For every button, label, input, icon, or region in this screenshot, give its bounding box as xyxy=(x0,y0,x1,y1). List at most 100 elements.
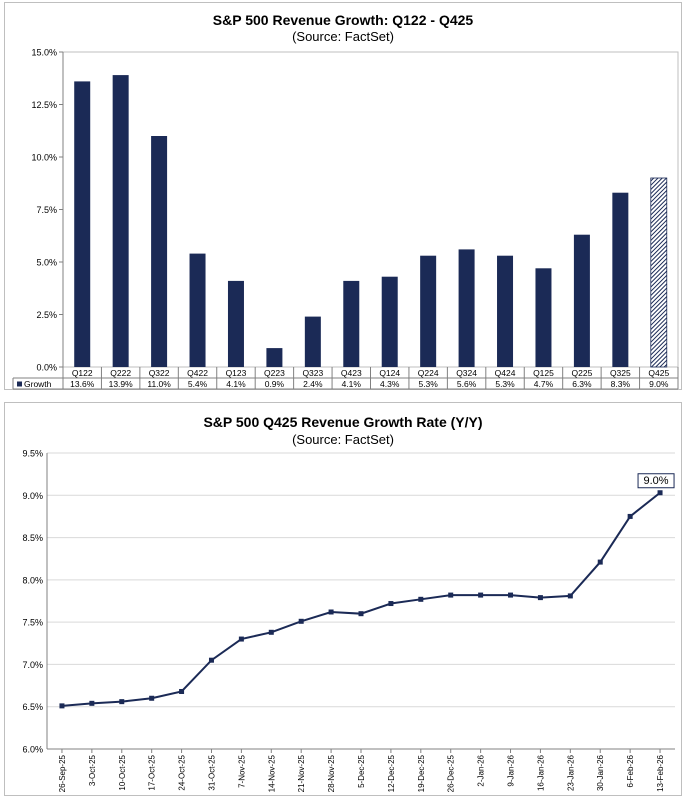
bar-data-label: 4.1% xyxy=(342,379,362,389)
line-x-tick-label: 6-Feb-26 xyxy=(626,754,635,787)
bar xyxy=(612,192,629,367)
bar-chart: 0.0% 2.5% 5.0% 7.5% 10.0% 12.5% 15.0% Q12213.6%… xyxy=(12,48,679,390)
bar-data-label: 5.6% xyxy=(457,379,477,389)
line-x-tick-label: 19-Dec-25 xyxy=(417,754,426,792)
line-x-tick-label: 13-Feb-26 xyxy=(656,754,665,791)
bar xyxy=(573,234,590,367)
line-point xyxy=(268,629,274,635)
bar-data-label: 13.6% xyxy=(70,379,95,389)
bar-data-label: 4.7% xyxy=(534,379,554,389)
line-x-tick-label: 24-Oct-25 xyxy=(178,754,187,790)
bar-category-label: Q123 xyxy=(226,368,247,378)
line-point xyxy=(567,593,573,599)
legend-label: Growth xyxy=(24,379,52,389)
callout-box xyxy=(637,473,675,489)
line-x-tick-label: 21-Nov-25 xyxy=(297,754,306,792)
line-chart-panel: S&P 500 Q425 Revenue Growth Rate (Y/Y) (… xyxy=(4,402,682,796)
bar-category-label: Q424 xyxy=(495,368,516,378)
line-y-tick-label: 6.0% xyxy=(22,745,43,755)
bar-category-label: Q224 xyxy=(418,368,439,378)
line-x-tick-label: 28-Nov-25 xyxy=(327,754,336,792)
bar xyxy=(343,280,360,367)
line-point xyxy=(238,636,244,642)
bar xyxy=(381,276,398,367)
bar-data-label: 4.1% xyxy=(226,379,246,389)
line-point xyxy=(328,609,334,615)
bar-data-label: 9.0% xyxy=(649,379,669,389)
line-y-tick-label: 7.0% xyxy=(22,660,43,670)
bar xyxy=(112,75,129,367)
line-point xyxy=(149,695,155,701)
legend-swatch xyxy=(17,381,22,387)
bar xyxy=(535,268,552,367)
bar xyxy=(304,316,321,367)
line-x-tick-label: 7-Nov-25 xyxy=(237,754,246,787)
line-point xyxy=(298,618,304,624)
line-x-tick-label: 10-Oct-25 xyxy=(118,754,127,790)
line-point xyxy=(597,559,603,565)
bar-data-label: 4.3% xyxy=(380,379,400,389)
line-y-tick-label: 9.5% xyxy=(22,449,43,459)
line-point xyxy=(119,699,125,705)
bar-chart-subtitle: (Source: FactSet) xyxy=(292,29,394,44)
line-point xyxy=(179,688,185,694)
line-point xyxy=(508,592,514,598)
line-x-tick-label: 31-Oct-25 xyxy=(207,754,216,790)
bar-y-tick-label: 5.0% xyxy=(36,258,57,268)
callout-label: 9.0% xyxy=(644,475,669,487)
line-chart-title: S&P 500 Q425 Revenue Growth Rate (Y/Y) xyxy=(203,414,483,430)
bar xyxy=(151,136,168,367)
bar-data-label: 13.9% xyxy=(109,379,134,389)
bar xyxy=(189,253,206,367)
line-x-tick-label: 26-Sep-25 xyxy=(58,754,67,792)
bar-category-label: Q225 xyxy=(572,368,593,378)
bar-y-tick-label: 12.5% xyxy=(31,100,57,110)
bar-category-label: Q324 xyxy=(456,368,477,378)
line-y-tick-label: 6.5% xyxy=(22,702,43,712)
line-x-tick-label: 2-Jan-26 xyxy=(477,754,486,786)
line-point xyxy=(657,490,663,496)
bar-category-label: Q125 xyxy=(533,368,554,378)
bar-category-label: Q423 xyxy=(341,368,362,378)
bar xyxy=(266,348,283,367)
line-x-tick-label: 14-Nov-25 xyxy=(267,754,276,792)
bar-data-label: 6.3% xyxy=(572,379,592,389)
line-point xyxy=(537,595,543,601)
bar-data-label: 5.4% xyxy=(188,379,208,389)
line-point xyxy=(89,700,95,706)
bar-chart-panel: S&P 500 Revenue Growth: Q122 - Q425 (Sou… xyxy=(4,2,682,390)
line-point xyxy=(59,703,65,709)
bar-y-tick-label: 10.0% xyxy=(31,153,57,163)
bar-y-tick-label: 7.5% xyxy=(36,205,57,215)
bar-category-label: Q322 xyxy=(149,368,170,378)
bar xyxy=(458,249,475,367)
bar-data-label: 11.0% xyxy=(147,379,171,389)
line-point xyxy=(208,657,214,663)
bar-chart-title: S&P 500 Revenue Growth: Q122 - Q425 xyxy=(212,12,474,28)
line-y-tick-label: 8.0% xyxy=(22,575,43,585)
line-x-tick-label: 5-Dec-25 xyxy=(357,754,366,787)
bar-y-tick-label: 15.0% xyxy=(31,48,57,58)
bar-category-label: Q325 xyxy=(610,368,631,378)
bar xyxy=(227,280,244,367)
bar xyxy=(650,177,668,368)
bar-y-tick-label: 2.5% xyxy=(36,310,57,320)
bar-category-label: Q223 xyxy=(264,368,285,378)
line-chart-subtitle: (Source: FactSet) xyxy=(292,432,394,447)
line-y-tick-label: 8.5% xyxy=(22,533,43,543)
bar-category-label: Q222 xyxy=(110,368,131,378)
line-point xyxy=(627,513,633,519)
line-y-tick-label: 9.0% xyxy=(22,491,43,501)
line-y-tick-label: 7.5% xyxy=(22,618,43,628)
line-point xyxy=(358,611,364,617)
line-point xyxy=(388,601,394,607)
line-chart: 6.0% 6.5% 7.0% 7.5% 8.0% 8.5% 9.0% 9.5% 26-Sep-2… xyxy=(22,449,675,792)
bar-category-label: Q422 xyxy=(187,368,208,378)
line-x-tick-label: 16-Jan-26 xyxy=(536,754,545,791)
line-point xyxy=(448,592,454,598)
bar-data-label: 0.9% xyxy=(265,379,285,389)
line-x-tick-label: 12-Dec-25 xyxy=(387,754,396,792)
bar-category-label: Q323 xyxy=(302,368,323,378)
line-point xyxy=(418,596,424,602)
line-x-tick-label: 23-Jan-26 xyxy=(566,754,575,791)
